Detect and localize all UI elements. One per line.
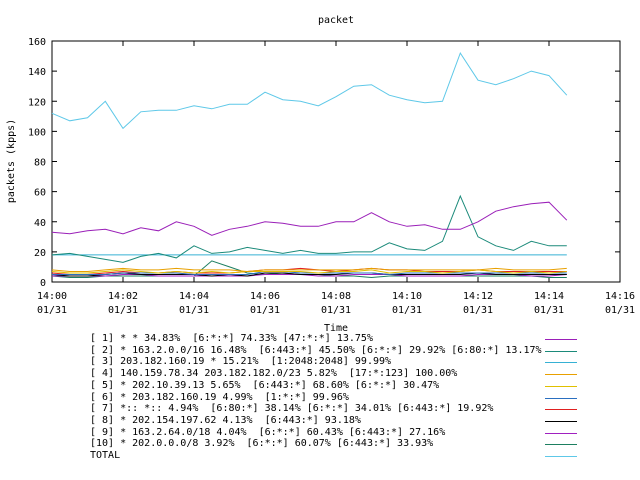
- legend-entry: [10] * 202.0.0.0/8 3.92% [6:*:*] 60.07% …: [90, 438, 590, 450]
- x-tick-label-date: 01/31: [392, 305, 422, 316]
- x-tick-label-time: 14:04: [179, 291, 209, 302]
- legend-swatch: [545, 409, 577, 411]
- legend-entry: [ 5] * 202.10.39.13 5.65% [6:443:*] 68.6…: [90, 380, 590, 392]
- legend-entry: [ 3] 203.182.160.19 * 15.21% [1:2048:204…: [90, 356, 590, 368]
- series-lines: [51, 51, 568, 279]
- x-tick-label-time: 14:00: [37, 291, 67, 302]
- series-line-11: [51, 51, 568, 130]
- y-tick-label: 120: [28, 97, 46, 108]
- legend-label: [10] * 202.0.0.0/8 3.92% [6:*:*] 60.07% …: [90, 438, 434, 450]
- x-tick-label-date: 01/31: [321, 305, 351, 316]
- legend-swatch: [545, 456, 577, 457]
- legend-entry: [ 6] * 203.182.160.19 4.99% [1:*:*] 99.9…: [90, 392, 590, 404]
- legend-entry: [ 9] * 163.2.64.0/18 4.04% [6:*:*] 60.43…: [90, 427, 590, 439]
- chart-title: packet: [318, 15, 354, 26]
- legend-swatch: [545, 420, 577, 422]
- legend-entry: [ 8] * 202.154.197.62 4.13% [6:443:*] 93…: [90, 415, 590, 427]
- x-tick-label-date: 01/31: [108, 305, 138, 316]
- legend-label: [ 7] *:: *:: 4.94% [6:80:*] 38.14% [6:*:…: [90, 403, 494, 415]
- legend-entry: [ 4] 140.159.78.34 203.182.182.0/23 5.82…: [90, 368, 590, 380]
- legend-label: [ 8] * 202.154.197.62 4.13% [6:443:*] 93…: [90, 414, 361, 426]
- x-tick-label-time: 14:06: [250, 291, 280, 302]
- legend-entry: TOTAL: [90, 450, 590, 462]
- y-tick-label: 20: [34, 248, 46, 259]
- legend-swatch: [545, 385, 577, 387]
- y-tick-label: 40: [34, 218, 46, 229]
- y-tick-label: 80: [34, 158, 46, 169]
- y-axis-label: packets (kpps): [6, 119, 17, 203]
- x-tick-label-time: 14:08: [321, 291, 351, 302]
- legend-swatch: [545, 374, 577, 376]
- legend-label: [ 2] * 163.2.0.0/16 16.48% [6:443:*] 45.…: [90, 344, 542, 356]
- legend-label: [ 5] * 202.10.39.13 5.65% [6:443:*] 68.6…: [90, 379, 440, 391]
- legend-label: [ 3] 203.182.160.19 * 15.21% [1:2048:204…: [90, 356, 392, 368]
- x-tick-label-date: 01/31: [179, 305, 209, 316]
- plot-area: [51, 40, 621, 283]
- x-axis-label: Time: [324, 323, 348, 334]
- x-tick-label-time: 14:12: [463, 291, 493, 302]
- legend-swatch: [545, 397, 577, 399]
- y-tick-label: 60: [34, 188, 46, 199]
- series-line-4: [51, 267, 567, 273]
- x-tick-label-date: 01/31: [463, 305, 493, 316]
- legend-entry: [ 7] *:: *:: 4.94% [6:80:*] 38.14% [6:*:…: [90, 403, 590, 415]
- legend-label: [ 1] * * 34.83% [6:*:*] 74.33% [47:*:*] …: [90, 333, 373, 344]
- x-tick-label-time: 14:16: [605, 291, 635, 302]
- y-tick-label: 140: [28, 67, 46, 78]
- legend-label: [ 6] * 203.182.160.19 4.99% [1:*:*] 99.9…: [90, 391, 349, 403]
- y-tick-label: 100: [28, 127, 46, 138]
- x-tick-label-time: 14:10: [392, 291, 422, 302]
- series-line-6: [52, 271, 567, 276]
- legend-swatch: [545, 362, 577, 364]
- x-tick-label-time: 14:02: [108, 291, 138, 302]
- legend-swatch: [545, 350, 577, 352]
- legend-label: [ 4] 140.159.78.34 203.182.182.0/23 5.82…: [90, 368, 458, 380]
- series-line-2: [51, 194, 567, 263]
- series-line-1: [51, 201, 568, 236]
- x-tick-label-date: 01/31: [605, 305, 635, 316]
- legend-entry: [ 2] * 163.2.0.0/16 16.48% [6:443:*] 45.…: [90, 345, 590, 357]
- x-tick-label-date: 01/31: [250, 305, 280, 316]
- legend-swatch: [545, 444, 577, 446]
- x-tick-label-time: 14:14: [534, 291, 564, 302]
- legend-entry: [ 1] * * 34.83% [6:*:*] 74.33% [47:*:*] …: [90, 333, 590, 345]
- legend-swatch: [545, 339, 577, 340]
- x-tick-label-date: 01/31: [37, 305, 67, 316]
- legend-swatch: [545, 432, 577, 434]
- y-tick-label: 0: [40, 278, 46, 289]
- axis-ticks: 0 20 40 60 80 100 120 140 160 14:00 01/31 14:02 01/3…: [28, 37, 635, 316]
- legend-label: TOTAL: [90, 450, 121, 461]
- legend-label: [ 9] * 163.2.64.0/18 4.04% [6:*:*] 60.43…: [90, 426, 446, 438]
- x-tick-label-date: 01/31: [534, 305, 564, 316]
- series-line-5: [51, 269, 567, 274]
- y-tick-label: 160: [28, 37, 46, 48]
